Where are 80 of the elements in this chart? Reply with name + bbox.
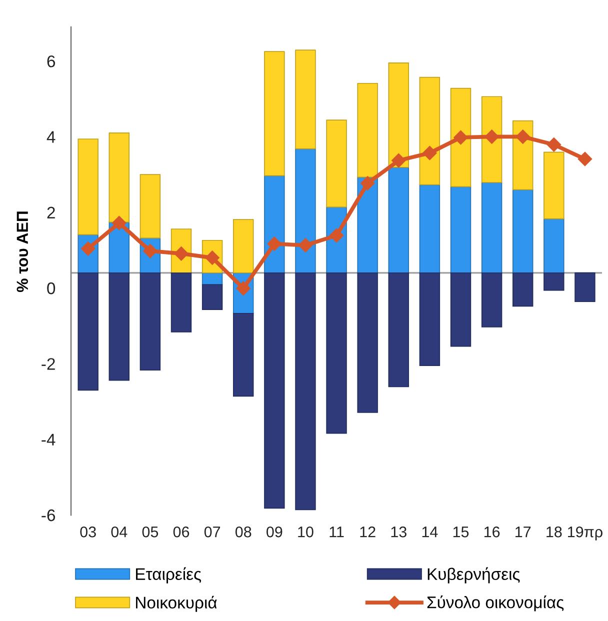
point — [484, 130, 499, 144]
y-tick-label: 0 — [47, 282, 56, 294]
y-tick-label: -4 — [42, 434, 56, 446]
bar — [544, 272, 564, 291]
bar — [388, 62, 409, 168]
x-tick-label: 06 — [173, 526, 190, 538]
x-tick-label: 11 — [330, 526, 344, 538]
bar — [78, 138, 98, 236]
point — [454, 130, 468, 145]
bar — [419, 272, 440, 366]
point — [516, 130, 530, 144]
bar — [481, 272, 502, 328]
bar — [295, 272, 316, 510]
y-tick-label: 6 — [47, 55, 56, 68]
bar — [450, 88, 472, 188]
x-tick-label: 19πρ — [568, 526, 602, 540]
point — [329, 228, 344, 243]
bar — [326, 120, 347, 208]
bar — [512, 189, 534, 274]
bar — [574, 272, 596, 302]
bar — [450, 272, 472, 347]
x-tick-label: 12 — [360, 526, 376, 538]
bar — [357, 272, 378, 413]
legend-label: Σύνολο οικονομίας — [427, 596, 564, 612]
bar — [108, 272, 130, 381]
bar — [481, 96, 502, 183]
bar — [419, 184, 440, 274]
bar — [78, 272, 98, 391]
x-tick-label: 09 — [266, 526, 282, 538]
x-tick-label: 16 — [484, 526, 500, 538]
x-tick-label: 08 — [235, 526, 252, 538]
x-tick-label: 10 — [298, 526, 314, 538]
x-tick-label: 07 — [204, 526, 220, 538]
x-tick-label: 04 — [111, 526, 128, 538]
bar — [450, 186, 472, 274]
bar — [202, 284, 223, 310]
bar — [108, 132, 130, 223]
bar — [357, 176, 378, 274]
point — [546, 138, 561, 152]
x-tick-label: 15 — [453, 526, 469, 538]
point — [360, 176, 375, 190]
y-tick-label: -2 — [42, 358, 55, 370]
x-tick-label: 18 — [546, 526, 562, 538]
bar — [388, 166, 409, 274]
bar — [512, 272, 534, 307]
bar — [544, 152, 564, 220]
y-tick-label: 2 — [47, 206, 55, 218]
bar — [264, 272, 285, 509]
point — [578, 152, 592, 166]
bar — [295, 50, 316, 150]
bar — [419, 76, 440, 186]
y-axis-title: % του ΑΕΠ — [16, 212, 28, 292]
x-tick-label: 13 — [391, 526, 406, 538]
legend-label: Κυβερνήσεις — [428, 567, 520, 584]
point — [392, 153, 406, 168]
bar — [140, 174, 161, 239]
legend-label: Εταιρείες — [136, 567, 202, 584]
bar — [264, 51, 285, 176]
point — [422, 146, 437, 160]
bar — [264, 175, 285, 274]
x-tick-label: 17 — [516, 526, 531, 538]
x-tick-label: 14 — [422, 526, 438, 538]
bar — [233, 312, 254, 397]
bar — [170, 272, 192, 332]
point — [112, 216, 126, 230]
x-tick-label: 05 — [142, 526, 158, 538]
point — [298, 238, 313, 252]
y-tick-label: 4 — [46, 131, 56, 143]
bar — [233, 219, 254, 274]
y-tick-label: -6 — [42, 509, 56, 522]
bar — [481, 182, 502, 274]
bar — [140, 272, 161, 371]
legend-label: Νοικοκυριά — [136, 596, 217, 612]
bar — [357, 82, 378, 178]
bar — [544, 218, 564, 274]
bar — [326, 272, 347, 434]
bar — [388, 272, 409, 388]
bar — [295, 148, 316, 274]
point — [267, 236, 282, 251]
x-tick-label: 03 — [80, 526, 96, 538]
